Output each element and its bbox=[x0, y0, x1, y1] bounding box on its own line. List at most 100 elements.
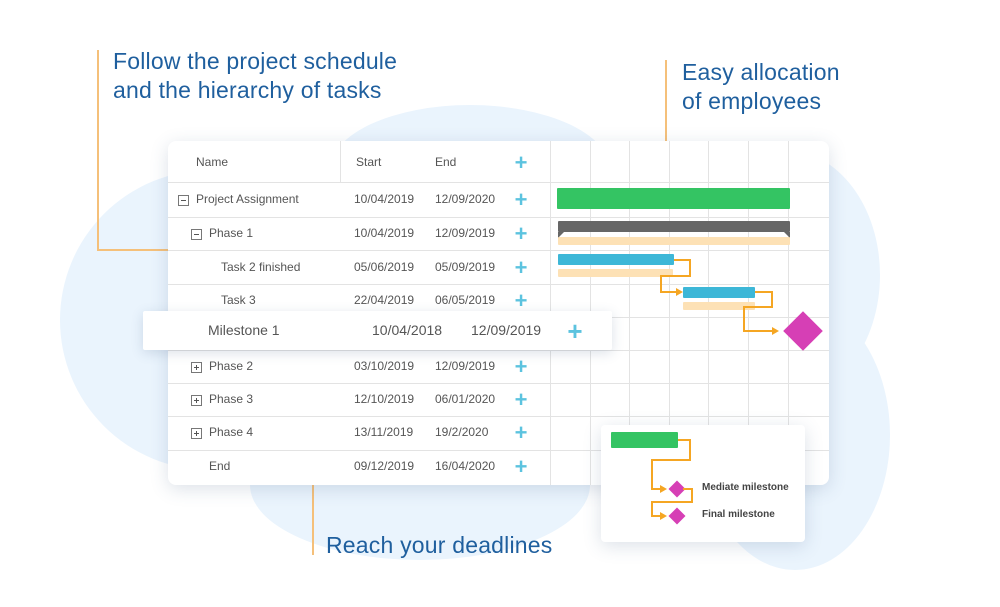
gantt-bar-task-2[interactable] bbox=[558, 254, 674, 265]
callout-line-deadlines bbox=[312, 485, 314, 555]
task-row-task-2[interactable]: Task 2 finished 05/06/2019 05/09/2019 + bbox=[168, 251, 550, 284]
row-rule bbox=[168, 250, 829, 251]
task-name: Phase 1 bbox=[209, 226, 254, 240]
dependency-connector bbox=[771, 291, 773, 308]
milestone-row-card[interactable]: Milestone 1 10/04/2018 12/09/2019 + bbox=[143, 311, 612, 350]
task-name: Phase 2 bbox=[209, 359, 254, 373]
legend-connector bbox=[678, 439, 691, 441]
plus-icon[interactable]: + bbox=[567, 316, 583, 346]
task-row-end[interactable]: End 09/12/2019 16/04/2020 + bbox=[168, 450, 550, 483]
gantt-bar-task-3[interactable] bbox=[683, 287, 755, 298]
task-row-phase-2[interactable]: Phase 2 03/10/2019 12/09/2019 + bbox=[168, 350, 550, 383]
callout-line-schedule-h bbox=[97, 249, 169, 251]
row-rule bbox=[168, 284, 829, 285]
plus-icon[interactable]: + bbox=[514, 387, 528, 412]
row-rule bbox=[168, 350, 829, 351]
dependency-connector bbox=[743, 306, 745, 332]
add-task-plus-icon[interactable]: + bbox=[514, 150, 528, 175]
plus-icon[interactable]: + bbox=[514, 420, 528, 445]
minus-square-icon[interactable] bbox=[178, 195, 189, 206]
legend-connector bbox=[651, 488, 661, 490]
task-end: 16/04/2020 bbox=[435, 459, 496, 473]
dependency-connector bbox=[689, 259, 691, 276]
task-start: 13/11/2019 bbox=[354, 425, 414, 439]
milestone-name: Milestone 1 bbox=[208, 322, 280, 338]
row-rule bbox=[168, 182, 829, 183]
callout-allocation-line-2: of employees bbox=[682, 88, 822, 114]
dependency-connector bbox=[755, 291, 773, 293]
header-end[interactable]: End bbox=[435, 155, 457, 169]
legend-connector bbox=[651, 459, 653, 490]
minus-square-icon[interactable] bbox=[191, 229, 202, 240]
task-start: 10/04/2019 bbox=[354, 192, 415, 206]
task-start: 03/10/2019 bbox=[354, 359, 415, 373]
plus-icon[interactable]: + bbox=[514, 288, 528, 313]
plus-square-icon[interactable] bbox=[191, 395, 202, 406]
chart-column-line bbox=[788, 141, 789, 485]
legend-final-label: Final milestone bbox=[702, 509, 775, 520]
plus-icon[interactable]: + bbox=[514, 255, 528, 280]
final-milestone-diamond-icon bbox=[668, 507, 686, 525]
plus-square-icon[interactable] bbox=[191, 428, 202, 439]
dependency-connector bbox=[660, 291, 677, 293]
chart-column-line bbox=[708, 141, 709, 485]
chart-column-line bbox=[629, 141, 630, 485]
callout-line-allocation bbox=[665, 60, 667, 142]
task-start: 12/10/2019 bbox=[354, 392, 415, 406]
callout-allocation: Easy allocation of employees bbox=[682, 58, 840, 116]
plus-icon[interactable]: + bbox=[514, 221, 528, 246]
callout-line-schedule bbox=[97, 50, 99, 251]
summary-right-tip bbox=[784, 232, 790, 238]
gantt-bar-phase-1-summary[interactable] bbox=[558, 221, 790, 232]
task-row-phase-1[interactable]: Phase 1 10/04/2019 12/09/2019 + bbox=[168, 217, 550, 250]
task-name: Task 2 finished bbox=[221, 260, 301, 274]
callout-schedule: Follow the project schedule and the hier… bbox=[113, 47, 397, 105]
row-rule bbox=[168, 383, 829, 384]
callout-allocation-line-1: Easy allocation bbox=[682, 59, 840, 85]
task-start: 10/04/2019 bbox=[354, 226, 415, 240]
dependency-connector bbox=[743, 330, 773, 332]
header-divider bbox=[340, 141, 341, 182]
plus-square-icon[interactable] bbox=[191, 362, 202, 373]
task-row-task-3[interactable]: Task 3 22/04/2019 06/05/2019 + bbox=[168, 284, 550, 317]
header-name[interactable]: Name bbox=[196, 155, 229, 169]
task-end: 06/01/2020 bbox=[435, 392, 496, 406]
arrow-right-icon bbox=[676, 288, 683, 296]
callout-schedule-line-2: and the hierarchy of tasks bbox=[113, 77, 382, 103]
callout-schedule-line-1: Follow the project schedule bbox=[113, 48, 398, 74]
row-rule bbox=[168, 450, 829, 451]
legend-mediate-label: Mediate milestone bbox=[702, 482, 789, 493]
chart-column-line bbox=[669, 141, 670, 485]
dependency-connector bbox=[674, 259, 691, 261]
plus-icon[interactable]: + bbox=[514, 187, 528, 212]
task-end: 05/09/2019 bbox=[435, 260, 496, 274]
milestone-end: 12/09/2019 bbox=[471, 322, 542, 338]
task-row-project-assignment[interactable]: Project Assignment 10/04/2019 12/09/2020… bbox=[168, 183, 550, 216]
plus-icon[interactable]: + bbox=[514, 454, 528, 479]
task-name: Phase 3 bbox=[209, 392, 254, 406]
row-rule bbox=[168, 416, 829, 417]
plus-icon[interactable]: + bbox=[514, 354, 528, 379]
legend-connector bbox=[651, 501, 693, 503]
task-end: 12/09/2019 bbox=[435, 359, 496, 373]
dependency-connector bbox=[660, 275, 691, 277]
callout-deadlines: Reach your deadlines bbox=[326, 532, 553, 558]
task-row-phase-4[interactable]: Phase 4 13/11/2019 19/2/2020 + bbox=[168, 416, 550, 449]
legend-connector bbox=[651, 501, 653, 517]
dependency-connector bbox=[743, 306, 773, 308]
task-end: 12/09/2020 bbox=[435, 192, 496, 206]
task-name: Phase 4 bbox=[209, 425, 254, 439]
chart-column-line bbox=[748, 141, 749, 485]
gantt-bar-project-assignment[interactable] bbox=[557, 188, 790, 209]
legend-connector bbox=[691, 488, 693, 502]
legend-connector bbox=[651, 515, 661, 517]
task-end: 12/09/2019 bbox=[435, 226, 496, 240]
arrow-right-icon bbox=[660, 485, 667, 493]
grid-header: Name Start End + bbox=[168, 146, 550, 179]
task-start: 05/06/2019 bbox=[354, 260, 415, 274]
header-start[interactable]: Start bbox=[356, 155, 382, 169]
task-row-phase-3[interactable]: Phase 3 12/10/2019 06/01/2020 + bbox=[168, 383, 550, 416]
arrow-right-icon bbox=[660, 512, 667, 520]
task-start: 09/12/2019 bbox=[354, 459, 415, 473]
arrow-right-icon bbox=[772, 327, 779, 335]
